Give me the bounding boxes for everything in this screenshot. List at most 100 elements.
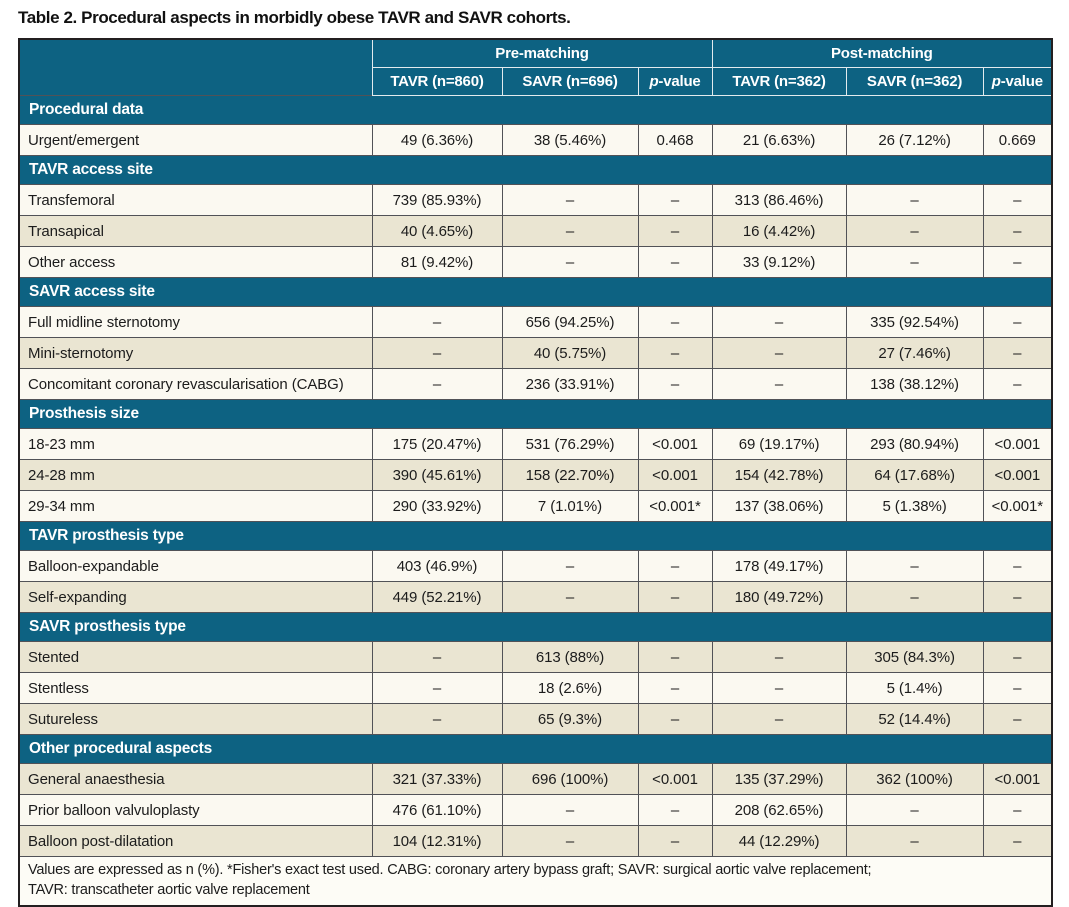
value-cell: 52 (14.4%)	[845, 703, 984, 735]
value-cell: –	[371, 337, 503, 369]
value-cell: 21 (6.63%)	[711, 124, 847, 156]
value-cell: 81 (9.42%)	[371, 246, 503, 278]
row-label-cell: Self-expanding	[18, 581, 373, 613]
value-cell: 64 (17.68%)	[845, 459, 984, 491]
value-cell: 33 (9.12%)	[711, 246, 847, 278]
table-row: Full midline sternotomy –656 (94.25%) – –33…	[18, 306, 1053, 338]
value-cell: 175 (20.47%)	[371, 428, 503, 460]
value-cell: 403 (46.9%)	[371, 550, 503, 582]
value-cell: –	[982, 550, 1053, 582]
value-cell: <0.001	[637, 459, 713, 491]
footnote-row: Values are expressed as n (%). *Fisher's…	[19, 856, 1053, 906]
value-cell: <0.001	[637, 763, 713, 795]
value-cell: <0.001	[982, 763, 1053, 795]
value-cell: –	[711, 703, 847, 735]
value-cell: –	[637, 550, 713, 582]
value-cell: 104 (12.31%)	[371, 825, 503, 857]
value-cell: 321 (37.33%)	[371, 763, 503, 795]
column-header-cell: SAVR (n=362)	[845, 67, 984, 96]
table-row: Mini-sternotomy –40 (5.75%) – –27 (7.46%) –	[18, 337, 1053, 369]
table-row: Urgent/emergent 49 (6.36%) 38 (5.46%) 0.468…	[18, 124, 1053, 156]
table-row: Balloon post-dilatation 104 (12.31%) – –44 …	[18, 825, 1053, 857]
value-cell: –	[982, 641, 1053, 673]
value-cell: –	[637, 306, 713, 338]
value-cell: 656 (94.25%)	[501, 306, 639, 338]
value-cell: 44 (12.29%)	[711, 825, 847, 857]
table-row: 18-23 mm 175 (20.47%) 531 (76.29%) <0.001 69…	[18, 428, 1053, 460]
table-row: Stentless –18 (2.6%) – –5 (1.4%) –	[18, 672, 1053, 704]
value-cell: –	[501, 825, 639, 857]
corner-cell	[19, 39, 373, 96]
value-cell: 40 (5.75%)	[501, 337, 639, 369]
value-cell: <0.001	[982, 428, 1053, 460]
value-cell: –	[982, 672, 1053, 704]
value-cell: 154 (42.78%)	[711, 459, 847, 491]
value-cell: –	[501, 215, 639, 247]
table-footnote: Values are expressed as n (%). *Fisher's…	[19, 856, 1053, 906]
row-label-cell: Stentless	[18, 672, 373, 704]
row-label-cell: Prior balloon valvuloplasty	[18, 794, 373, 826]
value-cell: –	[637, 581, 713, 613]
value-cell: 137 (38.06%)	[711, 490, 847, 522]
value-cell: –	[371, 306, 503, 338]
table-row: 24-28 mm 390 (45.61%) 158 (22.70%) <0.001 15…	[18, 459, 1053, 491]
value-cell: 290 (33.92%)	[371, 490, 503, 522]
section-header-label: SAVR access site	[19, 277, 1053, 307]
section-header-label: Prosthesis size	[19, 399, 1053, 429]
value-cell: 305 (84.3%)	[845, 641, 984, 673]
value-cell: 16 (4.42%)	[711, 215, 847, 247]
value-cell: 69 (19.17%)	[711, 428, 847, 460]
value-cell: –	[711, 672, 847, 704]
value-cell: –	[371, 641, 503, 673]
column-header-row: TAVR (n=860) SAVR (n=696) p-value TAVR (n=3…	[19, 67, 1053, 96]
group-header-cell: Post-matching	[711, 38, 1053, 68]
value-cell: –	[711, 641, 847, 673]
value-cell: 236 (33.91%)	[501, 368, 639, 400]
section-header-label: SAVR prosthesis type	[19, 612, 1053, 642]
value-cell: –	[637, 246, 713, 278]
value-cell: 158 (22.70%)	[501, 459, 639, 491]
value-cell: <0.001*	[637, 490, 713, 522]
value-cell: 26 (7.12%)	[845, 124, 984, 156]
value-cell: 65 (9.3%)	[501, 703, 639, 735]
section-header-row: TAVR access site	[19, 155, 1053, 185]
table-row: Other access 81 (9.42%) – –33 (9.12%) – –	[18, 246, 1053, 278]
value-cell: 739 (85.93%)	[371, 184, 503, 216]
value-cell: –	[711, 368, 847, 400]
value-cell: 180 (49.72%)	[711, 581, 847, 613]
value-cell: –	[982, 794, 1053, 826]
value-cell: 5 (1.4%)	[845, 672, 984, 704]
value-cell: 135 (37.29%)	[711, 763, 847, 795]
table-body: Procedural data Urgent/emergent 49 (6.36%)…	[18, 95, 1053, 857]
row-label-cell: Full midline sternotomy	[18, 306, 373, 338]
value-cell: –	[982, 703, 1053, 735]
value-cell: –	[845, 825, 984, 857]
row-label-cell: Transfemoral	[18, 184, 373, 216]
value-cell: –	[982, 337, 1053, 369]
value-cell: –	[982, 215, 1053, 247]
value-cell: –	[845, 246, 984, 278]
value-cell: –	[845, 215, 984, 247]
row-label-cell: Concomitant coronary revascularisation (…	[18, 368, 373, 400]
row-label-cell: 29-34 mm	[18, 490, 373, 522]
value-cell: –	[371, 672, 503, 704]
row-label-cell: Urgent/emergent	[18, 124, 373, 156]
row-label-cell: Balloon post-dilatation	[18, 825, 373, 857]
row-label-cell: Sutureless	[18, 703, 373, 735]
value-cell: 449 (52.21%)	[371, 581, 503, 613]
value-cell: –	[845, 794, 984, 826]
value-cell: 18 (2.6%)	[501, 672, 639, 704]
row-label-cell: Transapical	[18, 215, 373, 247]
value-cell: 696 (100%)	[501, 763, 639, 795]
column-header-cell: p-value	[982, 67, 1053, 96]
value-cell: –	[371, 368, 503, 400]
value-cell: 40 (4.65%)	[371, 215, 503, 247]
section-header-row: SAVR access site	[19, 277, 1053, 307]
row-label-cell: Stented	[18, 641, 373, 673]
value-cell: –	[982, 184, 1053, 216]
footnote-cell: Values are expressed as n (%). *Fisher's…	[19, 856, 1053, 906]
table-title: Table 2. Procedural aspects in morbidly …	[18, 8, 571, 27]
value-cell: –	[637, 641, 713, 673]
section-header-row: Procedural data	[19, 95, 1053, 125]
